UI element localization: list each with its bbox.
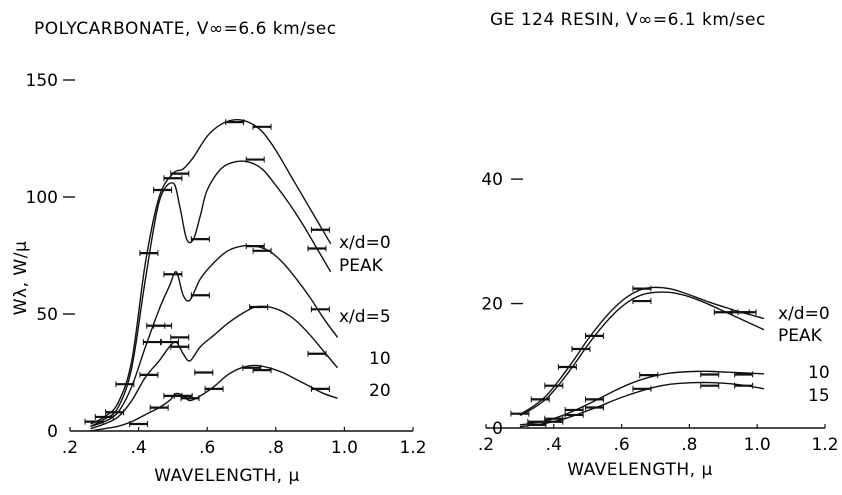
x-tick-label: .8 xyxy=(268,438,284,458)
series-line xyxy=(90,244,339,427)
x-tick-label: 1.0 xyxy=(744,435,771,455)
series-line xyxy=(90,118,332,425)
y-tick-label: 40 xyxy=(481,170,503,190)
y-tick-label: 100 xyxy=(26,188,58,208)
right-error-bars xyxy=(510,285,757,428)
curve-label: 10 xyxy=(808,363,830,383)
left-error-bars xyxy=(84,119,330,427)
y-tick-label: 150 xyxy=(26,71,58,91)
curve-label: PEAK xyxy=(339,256,384,276)
y-tick-label: 0 xyxy=(492,419,503,439)
curve-label: 10 xyxy=(369,349,391,369)
series-line xyxy=(90,364,338,432)
left-x-axis-title: WAVELENGTH, μ xyxy=(154,466,300,486)
series-line xyxy=(90,160,332,427)
x-tick-label: .2 xyxy=(62,438,78,458)
x-tick-label: 1.0 xyxy=(331,438,358,458)
series-line xyxy=(519,286,765,415)
right-series-group xyxy=(519,286,765,428)
right-x-axis-title: WAVELENGTH, μ xyxy=(567,460,713,480)
series-line xyxy=(519,381,765,428)
curve-label: 15 xyxy=(808,386,830,406)
curve-label: x/d=0 xyxy=(339,233,391,253)
left-axes: .2 .4 .6 .8 1.0 1.2 0 50 100 150 xyxy=(26,71,427,458)
x-tick-label: .4 xyxy=(130,438,146,458)
left-y-axis-title: Wλ, W/μ xyxy=(11,241,31,316)
x-tick-label: .6 xyxy=(613,435,629,455)
x-tick-label: 1.2 xyxy=(811,435,838,455)
y-tick-label: 20 xyxy=(481,295,503,315)
x-tick-label: .8 xyxy=(681,435,697,455)
x-tick-label: 1.2 xyxy=(399,438,426,458)
y-tick-label: 0 xyxy=(47,422,58,442)
curve-label: x/d=0 xyxy=(778,304,830,324)
series-line xyxy=(90,305,339,430)
series-line xyxy=(519,291,765,417)
y-tick-label: 50 xyxy=(36,305,58,325)
series-line xyxy=(519,370,765,426)
right-axes: .2 .4 .6 .8 1.0 1.2 0 20 40 xyxy=(478,170,839,455)
right-chart-title: GE 124 RESIN, V∞=6.1 km/sec xyxy=(490,10,766,30)
x-tick-label: .2 xyxy=(478,435,494,455)
curve-label: PEAK xyxy=(778,326,823,346)
left-chart-title: POLYCARBONATE, V∞=6.6 km/sec xyxy=(34,19,337,39)
curve-label: 20 xyxy=(369,381,391,401)
x-tick-label: .4 xyxy=(546,435,562,455)
curve-label: x/d=5 xyxy=(339,307,391,327)
left-curve-labels: x/d=0 PEAK x/d=5 10 20 xyxy=(339,233,391,401)
right-curve-labels: x/d=0 PEAK 10 15 xyxy=(778,304,830,406)
left-series-group xyxy=(90,118,339,432)
x-tick-label: .6 xyxy=(199,438,215,458)
